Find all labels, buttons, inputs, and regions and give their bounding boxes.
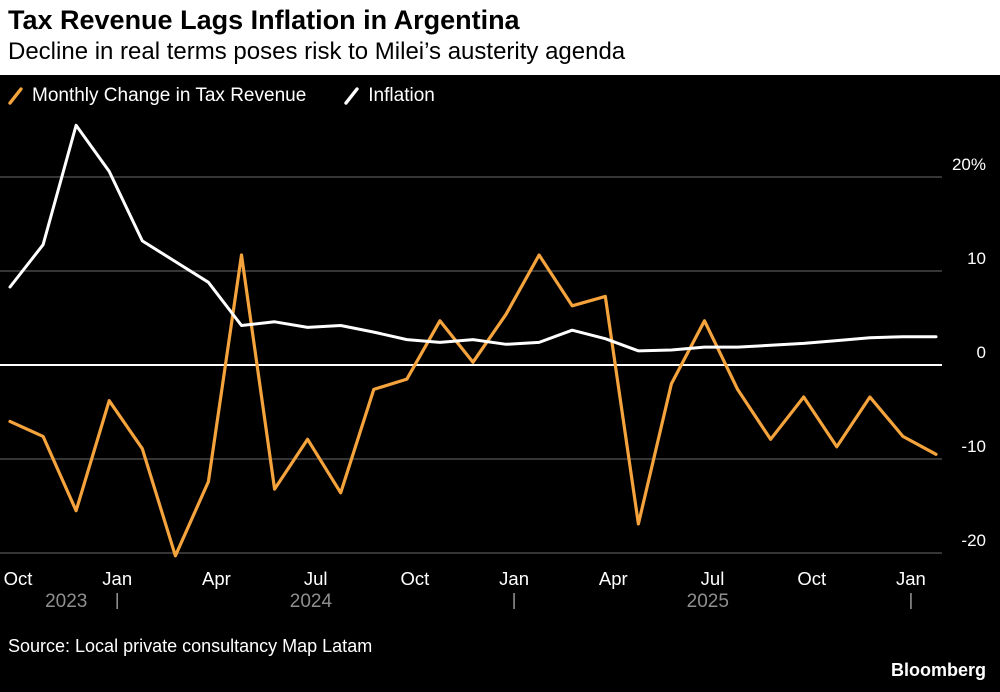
line-chart: 20% 10 0 -10 -20 Oct Jan Apr Jul Oct Jan Apr Jul Oct J… — [0, 124, 986, 612]
legend-label-tax-revenue: Monthly Change in Tax Revenue — [32, 85, 307, 107]
y-axis-label: 0 — [977, 343, 986, 362]
orange-line-key-icon — [8, 87, 23, 106]
white-line-key-icon — [344, 87, 359, 106]
x-axis-label: Apr — [599, 568, 628, 589]
series-line-inflation — [8, 124, 938, 353]
y-axis-label: 20% — [952, 155, 986, 174]
legend: Monthly Change in Tax Revenue Inflation — [0, 75, 1000, 111]
chart-header: Tax Revenue Lags Inflation in Argentina … — [0, 0, 1000, 76]
year-label: 2025 — [687, 591, 729, 612]
y-axis-label: -10 — [961, 437, 986, 456]
legend-item-tax-revenue: Monthly Change in Tax Revenue — [8, 85, 306, 107]
bloomberg-logo: Bloomberg — [890, 660, 986, 681]
x-axis-label: Oct — [400, 568, 429, 589]
year-label: 2023 — [45, 591, 87, 612]
x-axis-label: Jan — [896, 568, 926, 589]
x-axis-label: Jan — [102, 568, 132, 589]
x-axis-label: Oct — [4, 568, 33, 589]
x-axis-label: Apr — [202, 568, 231, 589]
year-label: 2024 — [290, 591, 333, 612]
legend-item-inflation: Inflation — [344, 85, 435, 107]
legend-label-inflation: Inflation — [368, 85, 435, 107]
x-axis-label: Oct — [797, 568, 826, 589]
page-title: Tax Revenue Lags Inflation in Argentina — [8, 5, 520, 35]
y-axis-label: -20 — [961, 531, 986, 550]
x-axis-label: Jul — [304, 568, 328, 589]
x-axis-label: Jul — [701, 568, 725, 589]
x-axis-label: Jan — [499, 568, 529, 589]
series-line-tax-revenue — [8, 253, 938, 558]
y-axis-label: 10 — [967, 249, 986, 268]
page-subtitle: Decline in real terms poses risk to Mile… — [8, 38, 626, 66]
source-note: Source: Local private consultancy Map La… — [8, 636, 373, 657]
